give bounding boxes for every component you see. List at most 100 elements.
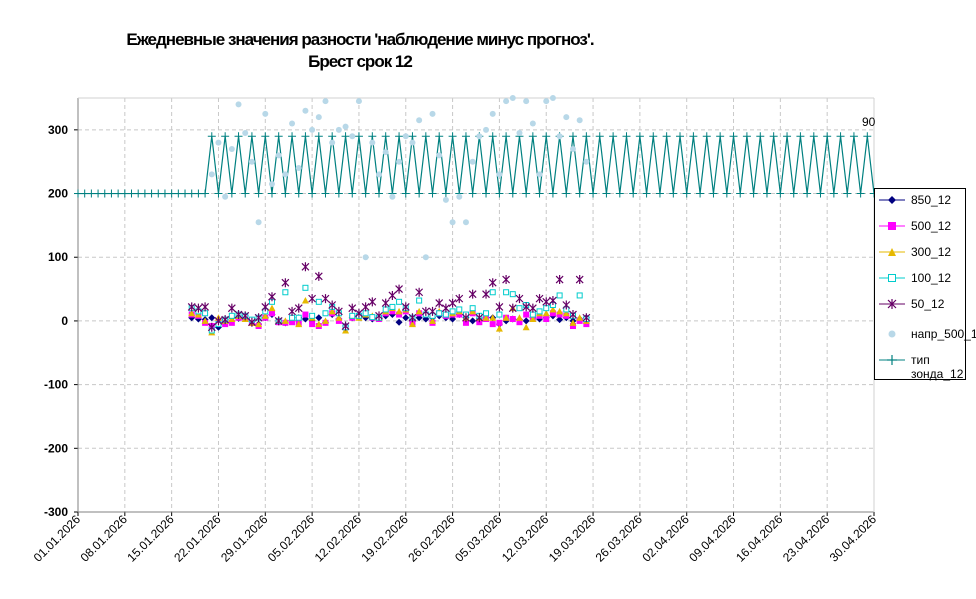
annotation-label: 90 [862,115,876,129]
marker-50_12 [462,313,470,323]
marker-50_12 [254,313,263,323]
probe-type-marker [247,132,256,141]
marker-напр_500_12 [429,110,436,117]
marker-напр_500_12 [309,126,316,133]
probe-type-marker [849,132,858,141]
x-tick-label: 30.04.2026 [827,512,880,565]
probe-type-marker [154,189,163,198]
marker-50_12 [221,315,230,325]
probe-type-marker [321,189,330,198]
y-tick-label: -200 [44,441,68,455]
marker-500_12 [228,319,235,326]
legend-label: 850_12 [911,193,952,207]
probe-type-marker [749,189,758,198]
probe-type-marker [722,189,731,198]
probe-type-marker [80,189,89,198]
probe-type-marker [836,132,845,141]
probe-type-marker [241,189,250,198]
probe-type-marker [789,189,798,198]
probe-type-marker [194,189,203,198]
marker-50_12 [381,298,390,308]
probe-type-marker [87,189,96,198]
probe-type-marker [227,189,236,198]
marker-50_12 [502,275,511,285]
probe-type-marker [308,189,317,198]
marker-напр_500_12 [483,126,490,133]
marker-напр_500_12 [523,98,530,105]
marker-100_12 [322,310,329,317]
probe-type-marker [428,189,437,198]
marker-300_12 [542,309,550,317]
probe-type-marker [448,132,457,141]
marker-850_12 [395,318,403,326]
marker-500_12 [462,319,469,326]
marker-50_12 [274,316,283,326]
marker-напр_500_12 [235,101,242,108]
marker-100_12 [202,310,209,317]
probe-type-marker [274,132,283,141]
probe-type-marker [756,132,765,141]
probe-type-line [78,136,875,195]
marker-напр_500_12 [476,133,483,140]
x-tick-label: 09.04.2026 [686,512,739,565]
marker-напр_500_12 [549,95,556,101]
marker-напр_500_12 [342,123,349,130]
marker-50_12 [361,302,370,312]
probe-type-marker [368,132,377,141]
marker-50_12 [314,271,323,281]
marker-100_12 [369,314,376,321]
marker-100_12 [516,305,523,312]
marker-напр_500_12 [543,98,550,105]
marker-50_12 [201,302,210,312]
marker-50_12 [368,297,377,307]
marker-100_12 [436,310,443,317]
x-tick-label: 26.03.2026 [593,512,646,565]
marker-напр_500_12 [282,171,289,178]
marker-500_12 [302,311,309,318]
marker-300_12 [255,320,263,328]
probe-type-marker [635,132,644,141]
marker-500_12 [268,310,275,317]
marker-напр_500_12 [228,145,235,152]
y-tick-label: 200 [48,187,68,201]
legend-label: 50_12 [911,297,945,311]
marker-850_12 [522,317,530,325]
marker-напр_500_12 [569,145,576,152]
probe-type-marker [582,132,591,141]
probe-type-marker [174,189,183,198]
marker-50_12 [421,306,430,316]
marker-50_12 [455,294,464,304]
probe-type-marker [682,189,691,198]
probe-type-marker [267,189,276,198]
marker-100_12 [489,289,496,296]
marker-100_12 [389,303,396,310]
x-tick-label: 22.01.2026 [171,512,224,565]
probe-type-marker [716,132,725,141]
marker-300_12 [201,317,209,324]
marker-50_12 [334,306,343,316]
probe-type-marker [595,132,604,141]
probe-type-marker [642,189,651,198]
probe-type-marker [361,189,370,198]
marker-100_12 [509,291,516,298]
y-tick-label: 0 [61,314,68,328]
probe-type-marker [696,189,705,198]
marker-100_12 [536,308,543,315]
marker-50_12 [388,290,397,300]
probe-type-marker [709,189,718,198]
marker-100_12 [556,292,563,299]
y-tick-label: -300 [44,505,68,519]
marker-50_12 [234,310,243,320]
probe-type-marker [120,189,129,198]
marker-50_12 [288,306,296,316]
x-tick-label: 05.02.2026 [265,512,318,565]
marker-100_12 [576,292,583,299]
probe-type-marker [134,189,143,198]
marker-100_12 [396,298,403,305]
marker-50_12 [582,313,591,323]
marker-напр_500_12 [529,120,536,127]
marker-300_12 [321,317,329,324]
probe-type-marker [863,132,872,141]
probe-type-marker [796,132,805,141]
marker-50_12 [448,298,457,308]
